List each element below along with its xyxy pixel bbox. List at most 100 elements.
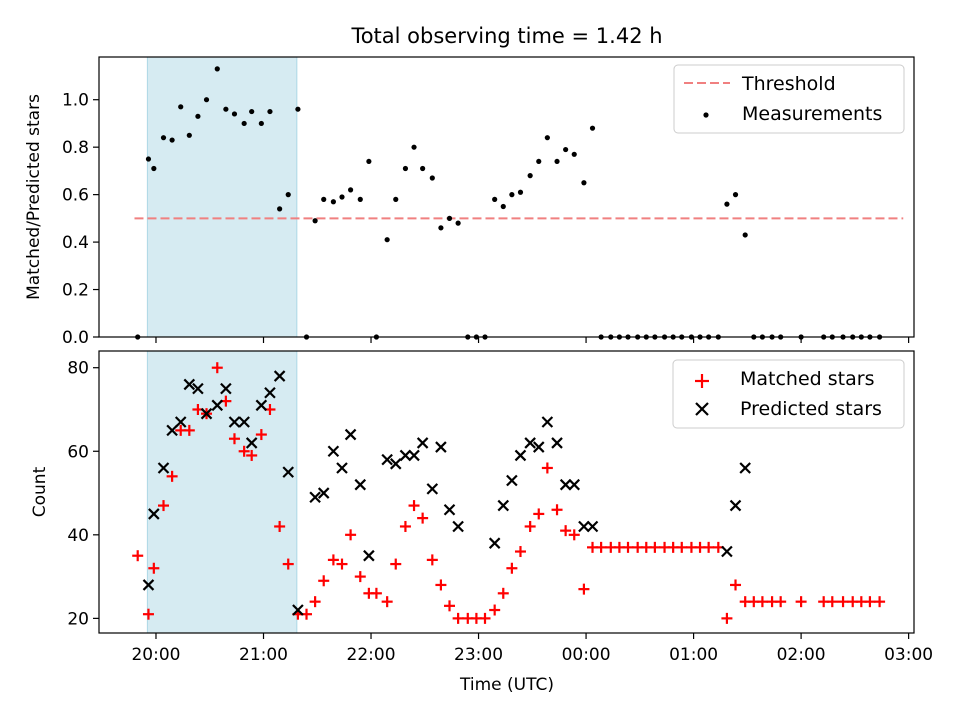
measurement-point [151,166,156,171]
measurement-point [590,126,595,131]
measurement-point [554,159,559,164]
measurement-point [187,133,192,138]
x-tick-label: 21:00 [239,645,288,665]
matched-star-point [552,504,563,515]
measurement-point [358,197,363,202]
measurement-point [743,232,748,237]
matched-star-point [703,542,714,553]
top-legend: Threshold Measurements [674,65,904,133]
y-tick-label: 0.8 [62,138,89,158]
bottom-y-ticks: 20 40 60 80 [67,359,99,630]
measurement-point [501,204,506,209]
predicted-star-point [337,463,347,473]
measurement-point [518,190,523,195]
matched-star-point [371,588,382,599]
measurement-point [232,111,237,116]
matched-star-point [730,579,741,590]
predicted-star-point [490,538,500,548]
measurement-point [438,225,443,230]
matched-star-point [453,613,464,624]
predicted-star-point [515,450,525,460]
predicted-star-point [364,551,374,561]
legend-matched-label: Matched stars [740,368,874,390]
measurement-point [295,107,300,112]
x-tick-label: 20:00 [131,645,180,665]
measurement-point [411,145,416,150]
predicted-star-point [731,501,741,511]
predicted-star-point [346,430,356,440]
measurement-point [430,175,435,180]
measurement-point [509,192,514,197]
measurement-point [348,187,353,192]
bottom-legend: Matched stars Predicted stars [673,360,904,428]
predicted-star-point [569,480,579,490]
matched-star-point [355,571,366,582]
measurement-point [366,159,371,164]
measurement-point [339,194,344,199]
y-tick-label: 80 [67,359,89,379]
matched-star-point [622,542,633,553]
matched-star-point [382,596,393,607]
measurement-point [733,192,738,197]
bottom-y-axis-label: Count [30,466,50,517]
measurement-point [447,216,452,221]
measurement-point [195,114,200,119]
matched-star-point [796,596,807,607]
predicted-star-point [588,521,598,531]
legend-measurements-swatch [703,112,708,117]
measurement-point [321,197,326,202]
top-y-axis-label: Matched/Predicted stars [24,94,44,300]
matched-star-point [721,613,732,624]
matched-star-point [479,613,490,624]
predicted-star-point [355,480,365,490]
x-axis-label: Time (UTC) [459,675,554,695]
top-x-ticks [156,337,909,343]
measurement-point [249,109,254,114]
matched-star-point [757,596,768,607]
predicted-star-point [400,450,410,460]
x-tick-label: 22:00 [347,645,396,665]
measurement-point [456,221,461,226]
predicted-star-point [418,438,428,448]
y-tick-label: 0.6 [62,186,89,206]
measurement-point [178,104,183,109]
matched-star-point [525,521,536,532]
matched-star-point [132,550,143,561]
x-tick-label: 03:00 [884,645,933,665]
matched-star-point [390,559,401,570]
matched-star-point [596,542,607,553]
matched-star-point [400,521,411,532]
measurement-point [420,166,425,171]
matched-star-point [506,563,517,574]
matched-star-point [864,596,875,607]
matched-star-point [838,596,849,607]
matched-star-point [345,529,356,540]
measurement-point [545,135,550,140]
chart-title: Total observing time = 1.42 h [350,24,662,48]
measurement-point [724,202,729,207]
predicted-star-point [453,521,463,531]
bottom-x-ticks: 20:00 21:00 22:00 23:00 00:00 01:00 02:00 03:00 [131,633,933,665]
measurement-point [161,135,166,140]
matched-star-point [489,605,500,616]
x-tick-label: 01:00 [669,645,718,665]
measurement-point [536,159,541,164]
legend-threshold-label: Threshold [741,73,836,95]
measurement-point [215,66,220,71]
measurement-point [267,109,272,114]
measurement-point [146,156,151,161]
matched-star-point [427,554,438,565]
measurement-point [581,180,586,185]
measurement-point [403,166,408,171]
measurement-point [492,197,497,202]
x-tick-label: 23:00 [454,645,503,665]
matched-star-point [649,542,660,553]
measurement-point [259,121,264,126]
matched-star-point [542,462,553,473]
matched-star-point [827,596,838,607]
measurement-point [572,152,577,157]
figure: Total observing time = 1.42 h 0.00.20.40… [0,0,960,720]
measurement-point [223,107,228,112]
predicted-star-point [409,450,419,460]
matched-star-point [409,500,420,511]
